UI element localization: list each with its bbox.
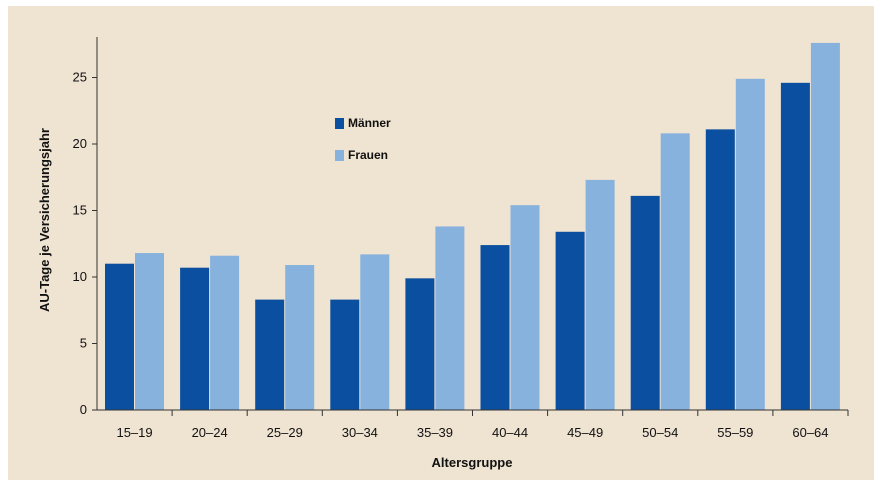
bar-maenner (780, 82, 810, 410)
y-axis-title: AU-Tage je Versicherungsjahr (37, 128, 52, 312)
x-tick-label: 35–39 (417, 425, 453, 440)
bar-frauen (210, 255, 240, 410)
bar-maenner (330, 299, 360, 410)
bar-maenner (705, 129, 735, 410)
x-tick-label: 25–29 (267, 425, 303, 440)
legend-label: Frauen (348, 148, 388, 162)
y-tick-label: 25 (73, 70, 87, 85)
bar-frauen (435, 226, 465, 410)
x-tick-label: 40–44 (492, 425, 528, 440)
bars-group (105, 42, 840, 411)
x-tick-label: 45–49 (567, 425, 603, 440)
y-tick-label: 15 (73, 203, 87, 218)
bar-frauen (810, 42, 840, 411)
bar-frauen (660, 133, 690, 411)
bar-maenner (480, 245, 510, 410)
bar-maenner (630, 195, 660, 410)
bar-frauen (360, 254, 390, 410)
x-tick-label: 60–64 (792, 425, 828, 440)
x-tick-label: 30–34 (342, 425, 378, 440)
legend-label: Männer (348, 116, 391, 130)
axes-group (96, 37, 848, 411)
y-ticks-group: 0 5 10 15 20 25 (73, 70, 97, 417)
bar-maenner (405, 278, 435, 410)
bar-frauen (735, 78, 765, 410)
legend-swatch (335, 150, 344, 161)
bar-frauen (135, 253, 164, 410)
bar-maenner (180, 267, 210, 410)
legend: Männer Frauen (335, 116, 391, 162)
y-tick-label: 5 (80, 336, 87, 351)
y-tick-label: 10 (73, 269, 87, 284)
x-tick-label: 50–54 (642, 425, 678, 440)
x-tick-label: 55–59 (717, 425, 753, 440)
bar-frauen (510, 205, 540, 410)
bar-frauen (585, 179, 615, 410)
bar-maenner (555, 231, 585, 410)
y-tick-label: 0 (80, 402, 87, 417)
legend-swatch (335, 118, 344, 129)
x-axis-title: Altersgruppe (432, 455, 513, 470)
x-tick-label: 20–24 (192, 425, 228, 440)
bar-frauen (285, 265, 315, 410)
bar-maenner (255, 299, 285, 410)
x-ticks-group: 15–19 20–24 25–29 30–34 35–39 40–44 45–49 50–54… (116, 410, 849, 440)
bar-maenner (105, 263, 134, 410)
y-tick-label: 20 (73, 136, 87, 151)
x-tick-label: 15–19 (116, 425, 152, 440)
